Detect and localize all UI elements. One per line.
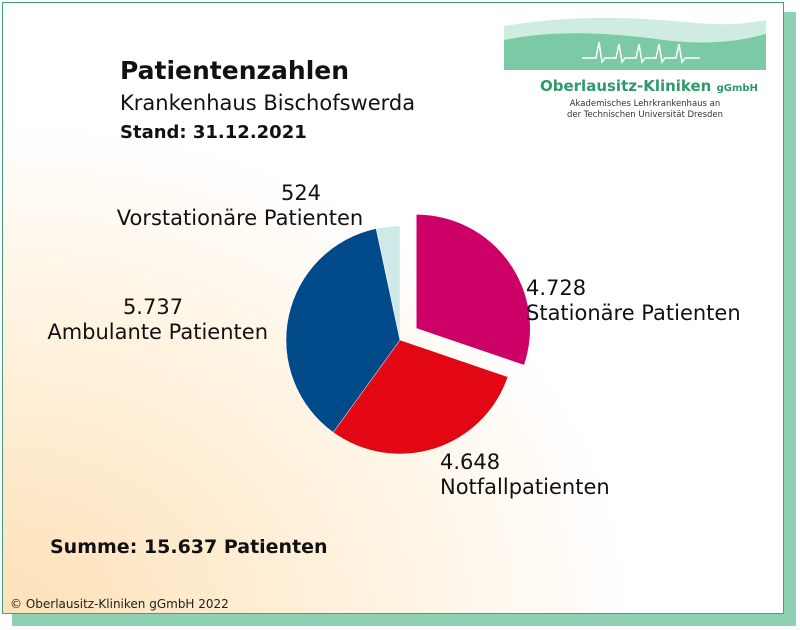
label-stationaer: 4.728 Stationäre Patienten [526, 276, 741, 326]
label-notfall: 4.648 Notfallpatienten [440, 450, 610, 500]
hospital-logo [504, 18, 766, 70]
label-notfall-value: 4.648 [440, 450, 501, 474]
slice-notfall [332, 339, 509, 455]
label-notfall-name: Notfallpatienten [440, 475, 610, 499]
label-ambulant-name: Ambulante Patienten [47, 320, 268, 344]
page-subtitle: Krankenhaus Bischofswerda [120, 91, 416, 115]
label-vorstationaer-name: Vorstationäre Patienten [116, 206, 364, 230]
slice-ambulant [285, 228, 401, 433]
label-stationaer-value: 4.728 [526, 276, 587, 300]
date-label: Stand: 31.12.2021 [120, 122, 307, 143]
logo-sub-line1: Akademisches Lehrkrankenhaus an [569, 99, 721, 109]
label-vorstationaer-value: 524 [280, 181, 322, 205]
copyright: © Oberlausitz-Kliniken gGmbH 2022 [10, 597, 229, 611]
page-title: Patientenzahlen [120, 56, 350, 85]
label-stationaer-name: Stationäre Patienten [526, 301, 741, 325]
logo-name: Oberlausitz-Kliniken gGmbH [540, 77, 758, 95]
logo-sub-line2: der Technischen Universität Dresden [566, 110, 724, 120]
label-ambulant: 5.737 Ambulante Patienten [38, 295, 268, 345]
logo-subtitle: Akademisches Lehrkrankenhaus an der Tech… [540, 99, 750, 121]
summary-total: Summe: 15.637 Patienten [50, 536, 328, 558]
logo-suffix: gGmbH [716, 83, 758, 94]
label-ambulant-value: 5.737 [122, 295, 184, 319]
logo-heartbeat [582, 41, 700, 64]
slice-vorstationaer [375, 225, 401, 341]
label-vorstationaer: 524 Vorstationäre Patienten [112, 181, 368, 231]
logo-name-text: Oberlausitz-Kliniken [540, 77, 712, 95]
slice-stationaer [416, 214, 531, 366]
logo-hill-front [504, 33, 766, 70]
